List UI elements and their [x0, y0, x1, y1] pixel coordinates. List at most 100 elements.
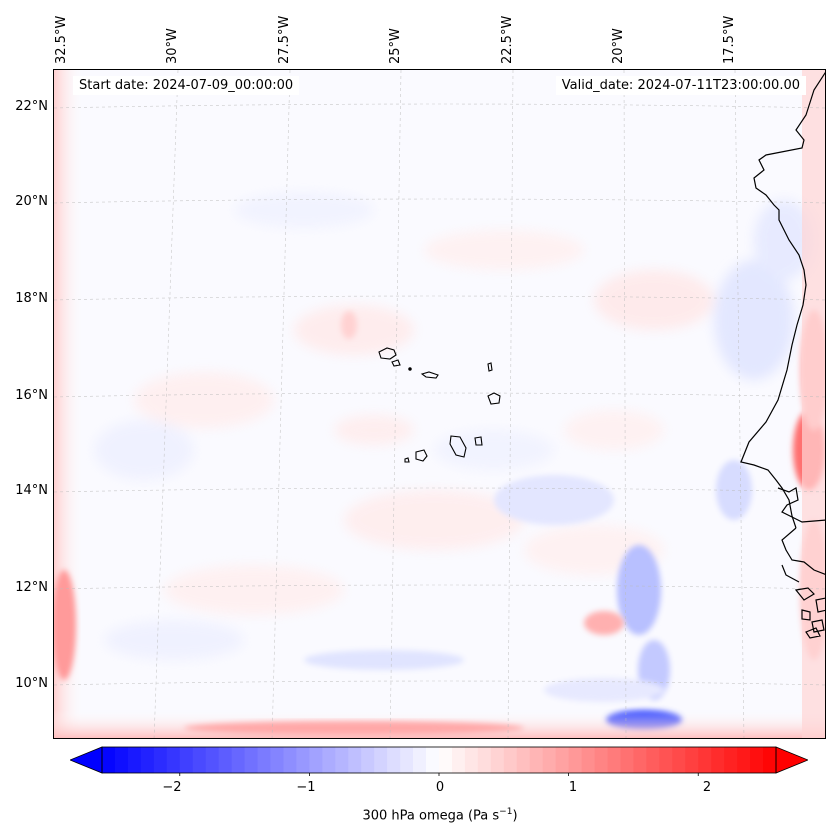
island-sao-vicente [391, 359, 401, 367]
coast-bijagos-south [805, 627, 821, 639]
colorbar [70, 746, 808, 776]
lon-label-20w: 20°W [611, 28, 626, 64]
island-boa-vista [487, 392, 501, 405]
coast-guinea [781, 564, 800, 583]
lon-label-30w: 30°W [165, 28, 180, 64]
colorbar-band [633, 747, 647, 773]
lon-label-27.5w: 27.5°W [277, 15, 292, 64]
colorbar-band [503, 747, 518, 773]
colorbar-band [620, 747, 635, 773]
colorbar-tick-1: 1 [568, 780, 578, 795]
colorbar-band [114, 747, 129, 773]
colorbar-band [244, 747, 259, 773]
island-santo-antao [378, 347, 397, 360]
lat-label-22n: 22°N [15, 99, 48, 114]
african-coastline [740, 71, 825, 639]
lat-label-18n: 18°N [15, 291, 48, 306]
island-sao-nicolau [420, 371, 439, 379]
colorbar-band [685, 747, 699, 773]
colorbar-band [516, 747, 531, 773]
coast-western-sahara-mauritania [740, 71, 825, 529]
colorbar-max-arrow [775, 746, 808, 774]
colorbar-band [127, 747, 142, 773]
cape-verde-islands [378, 347, 501, 463]
colorbar-band [737, 747, 751, 773]
coast-senegal-gambia [777, 487, 825, 523]
colorbar-band [309, 747, 323, 773]
south-boundary-strong [184, 721, 524, 735]
colorbar-tick-neg1: −1 [296, 780, 316, 795]
colorbar-band [555, 747, 570, 773]
parallel-14n [54, 487, 825, 493]
colorbar-band [413, 747, 427, 773]
map-frame[interactable] [53, 69, 826, 739]
colorbar-band [581, 747, 596, 773]
island-santa-luzia [408, 367, 412, 371]
coast-guinea-bissau [781, 527, 825, 575]
colorbar-band [231, 747, 246, 773]
colorbar-tick-0: 0 [435, 780, 445, 795]
colorbar-band [568, 747, 583, 773]
colorbar-band [659, 747, 673, 773]
parallel-22n [54, 103, 825, 109]
negative-streaks [304, 460, 752, 730]
colorbar-band [400, 747, 414, 773]
colorbar-band [490, 747, 505, 773]
colorbar-band [179, 747, 194, 773]
colorbar-band [672, 747, 686, 773]
island-sal [487, 362, 493, 372]
colorbar-band [192, 747, 207, 773]
colorbar-band [464, 747, 479, 773]
colorbar-band [166, 747, 181, 773]
colorbar-band [698, 747, 712, 773]
colorbar-band [542, 747, 557, 773]
meridian-30w [153, 70, 179, 738]
lat-label-14n: 14°N [15, 483, 48, 498]
lat-label-12n: 12°N [15, 580, 48, 595]
lat-label-10n: 10°N [15, 676, 48, 691]
start-date-label: Start date: 2024-07-09_00:00:00 [73, 76, 300, 95]
coast-bijagos-islands [794, 587, 825, 633]
colorbar-band [218, 747, 233, 773]
lat-label-20n: 20°N [15, 194, 48, 209]
colorbar-band [529, 747, 544, 773]
colorbar-band [270, 747, 285, 773]
parallel-10n [54, 680, 825, 686]
colorbar-band [296, 747, 310, 773]
meridian-20w [623, 70, 627, 738]
island-fogo [415, 449, 428, 462]
east-boundary-zone [802, 70, 825, 738]
colorbar-band [153, 747, 168, 773]
colorbar-ticks [179, 773, 699, 776]
colorbar-band [607, 747, 622, 773]
colorbar-band [439, 747, 453, 773]
colorbar-band [387, 747, 401, 773]
colorbar-tick-2: 2 [702, 780, 712, 795]
lat-label-16n: 16°N [15, 388, 48, 403]
colorbar-band [477, 747, 492, 773]
colorbar-band [322, 747, 336, 773]
colorbar-band [283, 747, 298, 773]
parallel-18n [54, 295, 825, 301]
colorbar-band [594, 747, 609, 773]
colorbar-band [257, 747, 272, 773]
colorbar-band [750, 747, 764, 773]
colorbar-band [763, 747, 777, 773]
colorbar-band [426, 747, 440, 773]
island-santiago [449, 435, 467, 458]
colorbar-band [451, 747, 466, 773]
lon-label-32.5w: 32.5°W [54, 15, 69, 64]
valid-date-label: Valid_date: 2024-07-11T23:00:00.00 [555, 76, 806, 95]
colorbar-tick-neg2: −2 [162, 780, 182, 795]
lon-label-25w: 25°W [388, 28, 403, 64]
meridian-22.5w [507, 70, 514, 738]
island-maio [474, 436, 483, 446]
lon-label-17.5w: 17.5°W [722, 15, 737, 64]
colorbar-band [646, 747, 660, 773]
parallel-12n [54, 584, 825, 590]
colorbar-band [724, 747, 738, 773]
colorbar-band [361, 747, 375, 773]
lon-label-22.5w: 22.5°W [500, 15, 515, 64]
meridian-27.5w [271, 70, 291, 738]
west-boundary-strong [54, 570, 76, 680]
